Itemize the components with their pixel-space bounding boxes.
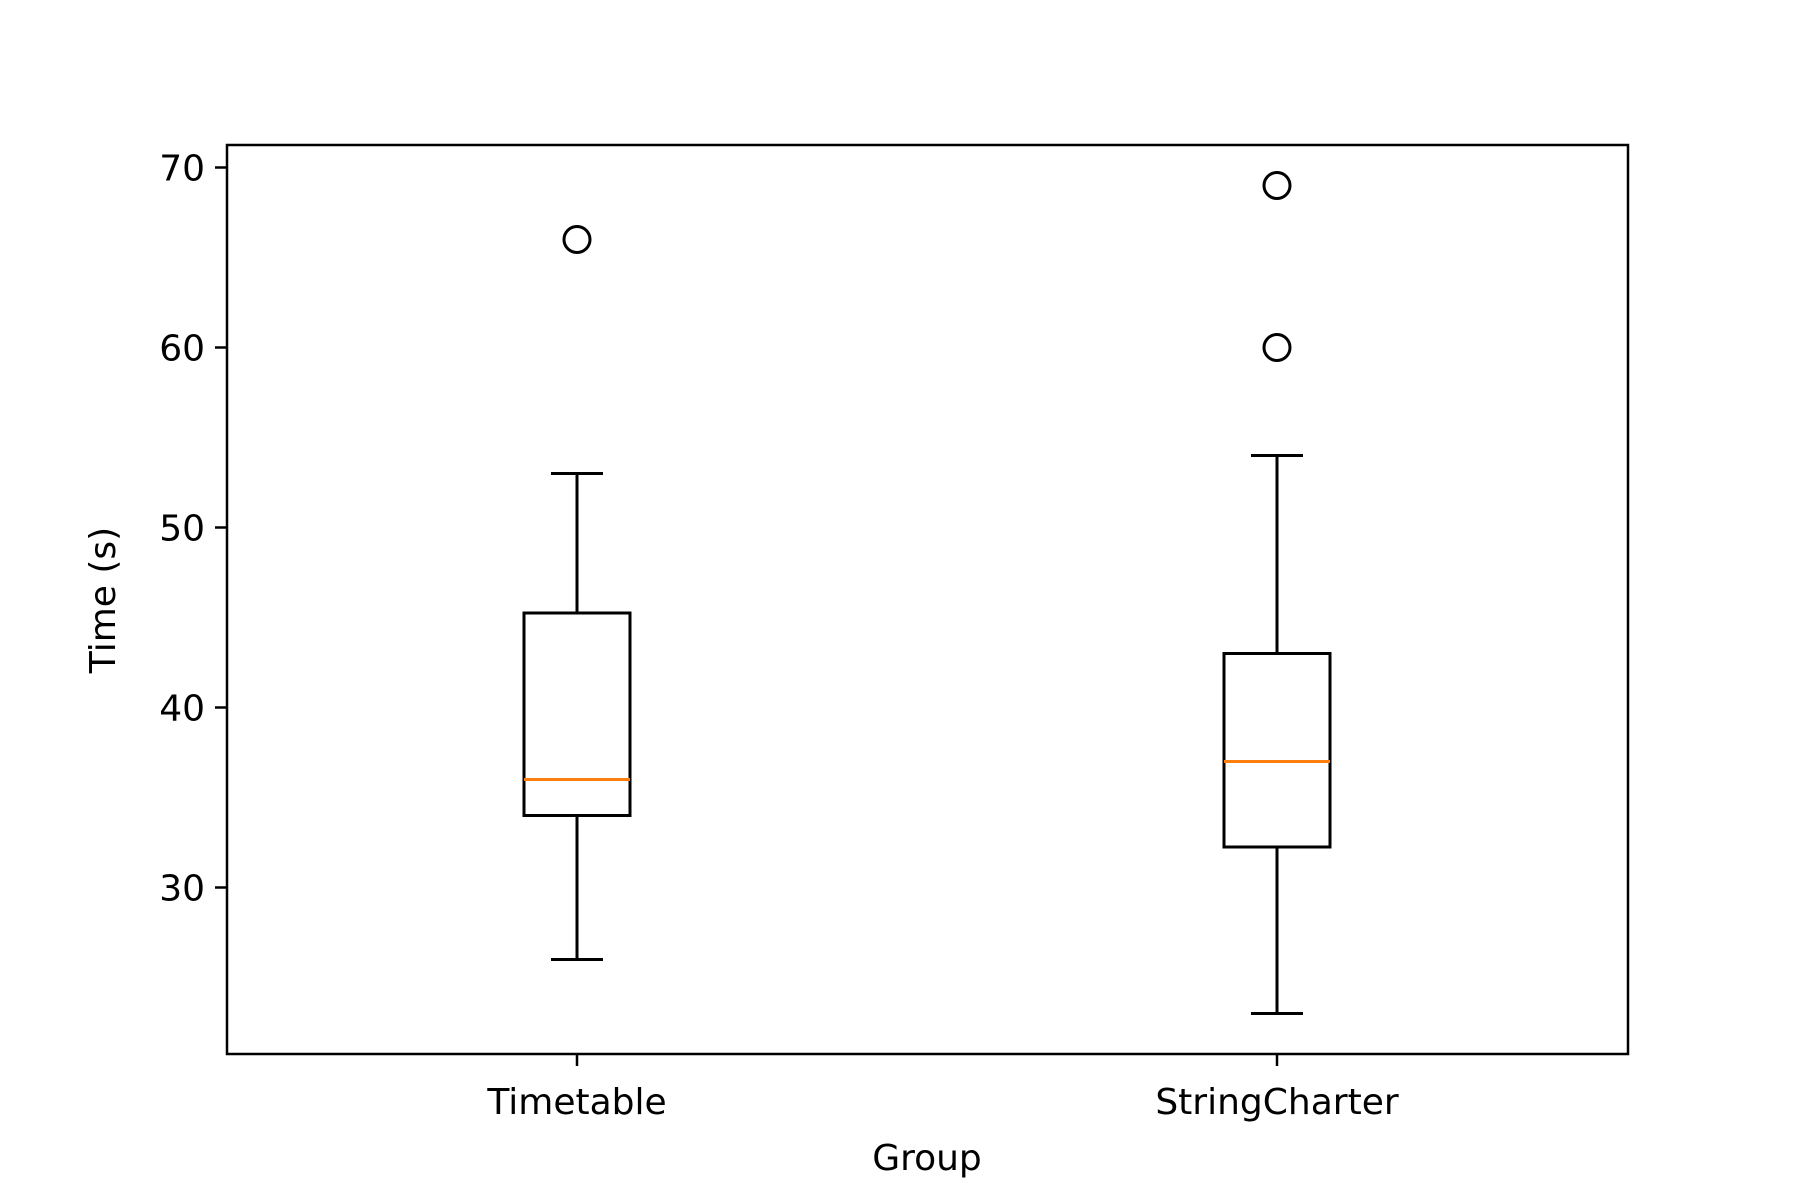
outlier-point [1262, 171, 1292, 200]
x-axis-label: Group [872, 1138, 982, 1179]
plot-marks [522, 171, 1332, 1015]
y-axis-label: Time (s) [83, 527, 124, 674]
y-tick-label: 40 [159, 689, 205, 730]
outlier-point [1262, 333, 1292, 362]
box-group-stringcharter [1222, 171, 1332, 1015]
y-tick-label: 50 [159, 509, 205, 550]
axes-layer: 30 40 50 60 70 Timetable StringCharter [159, 143, 1630, 1123]
y-tick-label: 70 [159, 149, 205, 190]
iqr-box [1222, 652, 1332, 849]
x-tick-label-stringcharter: StringCharter [1155, 1082, 1399, 1123]
box-group-timetable [522, 225, 632, 961]
y-tick-label: 30 [159, 869, 205, 910]
outlier-point [562, 225, 592, 254]
iqr-box [522, 611, 632, 817]
x-tick-label-timetable: Timetable [486, 1082, 666, 1123]
y-tick-label: 60 [159, 329, 205, 370]
plot-frame [225, 143, 1630, 1056]
